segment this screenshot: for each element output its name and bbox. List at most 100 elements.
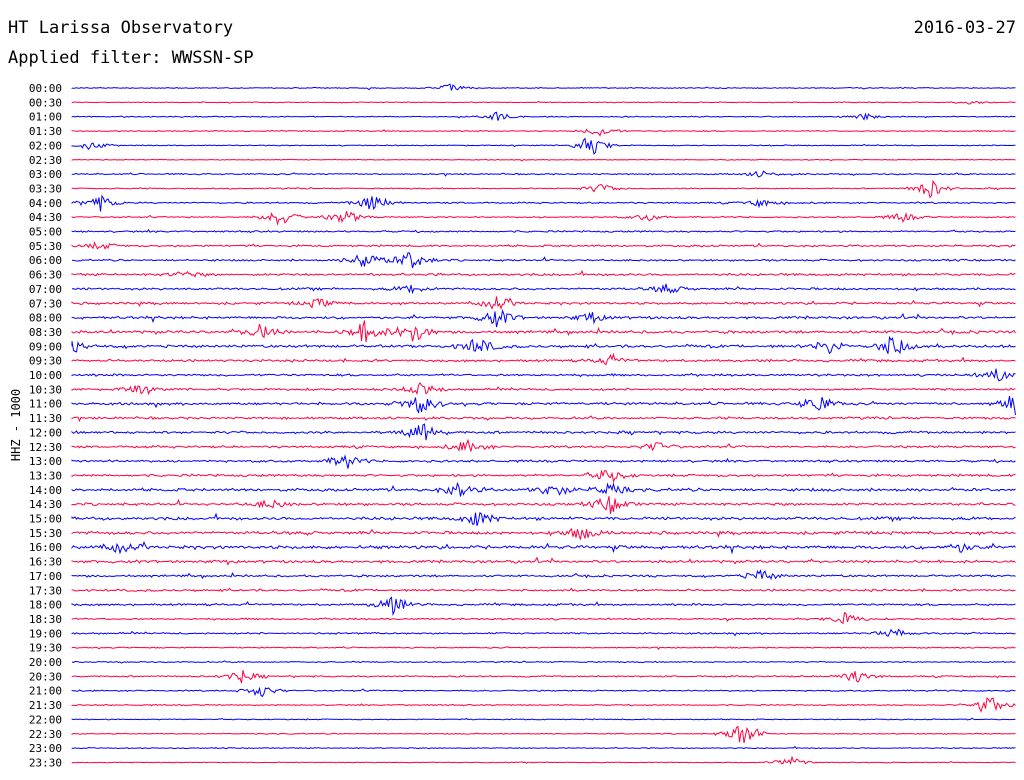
- row-time-label: 00:30: [29, 96, 62, 109]
- trace-line: [71, 686, 1016, 698]
- trace-line: [71, 454, 1016, 469]
- row-time-label: 05:00: [29, 226, 62, 239]
- trace-line: [71, 725, 1016, 744]
- trace-line: [71, 556, 1016, 566]
- row-time-label: 18:00: [29, 599, 62, 612]
- trace-line: [71, 335, 1016, 355]
- row-time-label: 02:00: [29, 139, 62, 152]
- row-time-label: 18:30: [29, 613, 62, 626]
- row-time-label: 08:00: [29, 312, 62, 325]
- row-time-label: 19:30: [29, 642, 62, 655]
- row-time-label: 08:30: [29, 326, 62, 339]
- trace-line: [71, 415, 1016, 423]
- trace-line: [71, 660, 1016, 664]
- row-time-label: 07:00: [29, 283, 62, 296]
- trace-line: [71, 170, 1016, 178]
- station-title: HT Larissa Observatory: [8, 18, 234, 38]
- trace-line: [71, 646, 1016, 651]
- row-time-label: 07:30: [29, 297, 62, 310]
- row-time-label: 12:30: [29, 441, 62, 454]
- row-time-label: 01:00: [29, 111, 62, 124]
- trace-line: [71, 252, 1016, 269]
- trace-line: [71, 717, 1016, 721]
- trace-line: [71, 423, 1016, 441]
- trace-line: [71, 611, 1016, 625]
- row-time-label: 13:30: [29, 469, 62, 482]
- row-time-label: 16:30: [29, 556, 62, 569]
- trace-line: [71, 158, 1016, 162]
- row-time-label: 03:00: [29, 168, 62, 181]
- row-time-label: 20:30: [29, 670, 62, 683]
- row-time-label: 10:00: [29, 369, 62, 382]
- row-time-label: 21:00: [29, 685, 62, 698]
- trace-line: [71, 111, 1016, 121]
- trace-line: [71, 269, 1016, 278]
- trace-line: [71, 496, 1016, 514]
- row-time-label: 09:00: [29, 340, 62, 353]
- trace-line: [71, 241, 1016, 250]
- row-time-label: 01:30: [29, 125, 62, 138]
- trace-line: [71, 511, 1016, 526]
- trace-line: [71, 228, 1016, 234]
- row-time-label: 13:00: [29, 455, 62, 468]
- row-time-label: 10:30: [29, 383, 62, 396]
- trace-line: [71, 628, 1016, 638]
- row-time-label: 05:30: [29, 240, 62, 253]
- trace-line: [71, 352, 1016, 366]
- row-time-label: 03:30: [29, 182, 62, 195]
- trace-line: [71, 469, 1016, 484]
- trace-line: [71, 194, 1016, 212]
- trace-line: [71, 100, 1016, 105]
- date-label: 2016-03-27: [913, 18, 1016, 38]
- row-time-label: 15:00: [29, 513, 62, 526]
- row-time-label: 15:30: [29, 527, 62, 540]
- trace-line: [71, 438, 1016, 452]
- row-time-label: 22:00: [29, 713, 62, 726]
- trace-line: [71, 587, 1016, 593]
- trace-line: [71, 569, 1016, 580]
- trace-line: [71, 211, 1016, 226]
- row-time-label: 23:00: [29, 742, 62, 755]
- row-time-label: 06:00: [29, 254, 62, 267]
- trace-line: [71, 540, 1016, 555]
- trace-line: [71, 481, 1016, 497]
- row-time-label: 11:30: [29, 412, 62, 425]
- trace-line: [71, 755, 1016, 766]
- trace-line: [71, 83, 1016, 91]
- row-time-label: 04:00: [29, 197, 62, 210]
- row-time-label: 17:00: [29, 570, 62, 583]
- row-time-label: 22:30: [29, 728, 62, 741]
- row-time-label: 06:30: [29, 269, 62, 282]
- trace-line: [71, 137, 1016, 155]
- trace-line: [71, 283, 1016, 295]
- trace-line: [71, 179, 1016, 199]
- trace-line: [71, 296, 1016, 310]
- trace-line: [71, 320, 1016, 343]
- trace-line: [71, 596, 1016, 616]
- row-time-label: 23:30: [29, 756, 62, 769]
- row-time-label: 09:30: [29, 355, 62, 368]
- trace-line: [71, 697, 1016, 713]
- row-time-label: 00:00: [29, 82, 62, 95]
- row-time-label: 02:30: [29, 154, 62, 167]
- trace-line: [71, 381, 1016, 396]
- row-time-label: 16:00: [29, 541, 62, 554]
- row-time-label: 14:00: [29, 484, 62, 497]
- trace-line: [71, 308, 1016, 328]
- trace-line: [71, 368, 1016, 382]
- row-time-label: 04:30: [29, 211, 62, 224]
- row-time-label: 12:00: [29, 426, 62, 439]
- trace-line: [71, 745, 1016, 750]
- filter-label: Applied filter: WWSSN-SP: [8, 48, 254, 68]
- trace-line: [71, 670, 1016, 684]
- row-time-label: 14:30: [29, 498, 62, 511]
- trace-line: [71, 396, 1016, 416]
- trace-line: [71, 128, 1016, 137]
- trace-line: [71, 527, 1016, 540]
- row-time-label: 11:00: [29, 398, 62, 411]
- row-time-label: 21:30: [29, 699, 62, 712]
- row-time-label: 17:30: [29, 584, 62, 597]
- row-time-label: 19:00: [29, 627, 62, 640]
- row-time-label: 20:00: [29, 656, 62, 669]
